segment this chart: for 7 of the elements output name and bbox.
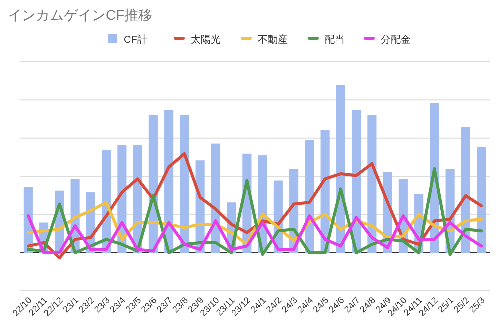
legend-label: CF計 [124, 34, 148, 46]
bar [477, 147, 486, 253]
legend-label: 分配金 [381, 34, 411, 46]
chart-title: インカムゲインCF推移 [8, 7, 153, 23]
legend-label: 太陽光 [191, 34, 221, 46]
legend-label: 配当 [325, 34, 345, 46]
legend-label: 不動産 [258, 34, 288, 46]
